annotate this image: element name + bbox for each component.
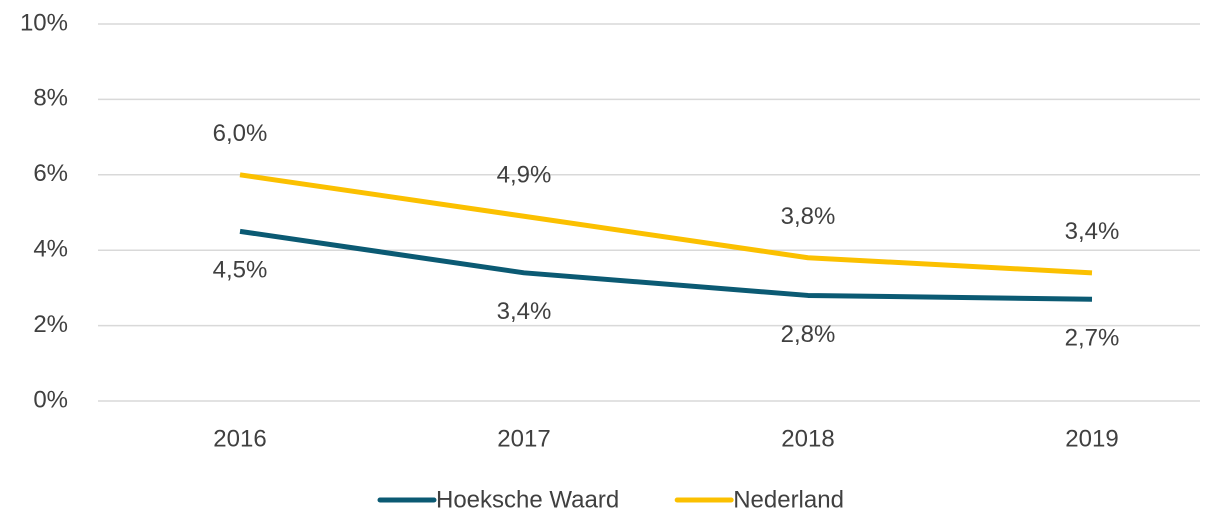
y-tick-label: 0% [33, 386, 68, 413]
y-tick-label: 6% [33, 160, 68, 187]
data-label: 2,7% [1065, 325, 1120, 352]
data-label: 3,8% [781, 203, 836, 230]
y-tick-label: 8% [33, 85, 68, 112]
y-tick-label: 4% [33, 236, 68, 263]
x-tick-label: 2018 [781, 425, 834, 452]
data-label: 3,4% [1065, 218, 1120, 245]
x-tick-label: 2017 [497, 425, 550, 452]
x-tick-label: 2016 [213, 425, 266, 452]
data-label: 4,9% [497, 162, 552, 189]
data-label: 4,5% [213, 257, 268, 284]
data-label: 2,8% [781, 321, 836, 348]
legend-label: Nederland [733, 486, 844, 513]
y-tick-label: 10% [20, 9, 68, 36]
data-label: 3,4% [497, 298, 552, 325]
line [239, 172, 1093, 276]
x-tick-label: 2019 [1065, 425, 1118, 452]
legend-label: Hoeksche Waard [436, 486, 619, 513]
line [239, 228, 1093, 302]
y-tick-label: 2% [33, 311, 68, 338]
data-label: 6,0% [213, 120, 268, 147]
